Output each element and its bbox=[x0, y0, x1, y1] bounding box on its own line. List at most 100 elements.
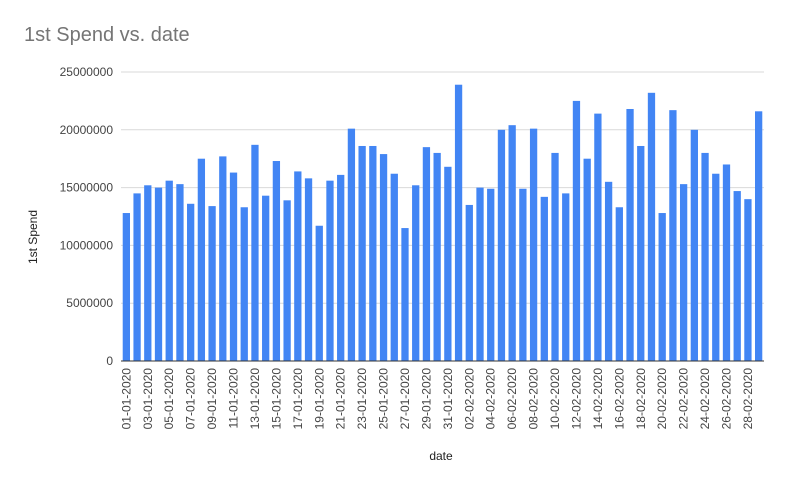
bar-17-01-2020 bbox=[294, 171, 302, 361]
bar-07-01-2020 bbox=[187, 203, 195, 361]
bar-07-02-2020 bbox=[519, 188, 527, 361]
bar-22-01-2020 bbox=[347, 128, 356, 361]
bar-31-01-2020 bbox=[444, 166, 452, 361]
bar-05-02-2020 bbox=[497, 129, 506, 361]
bar-24-02-2020 bbox=[701, 152, 709, 361]
x-axis-ticks: 01-01-2020 03-01-2020 05-01-2020 07-01-2020… bbox=[119, 368, 755, 430]
x-tick-label: 13-01-2020 bbox=[248, 368, 262, 430]
chart-title: 1st Spend vs. date bbox=[24, 24, 190, 46]
bar-25-01-2020 bbox=[379, 154, 388, 361]
bar-03-02-2020 bbox=[476, 187, 484, 361]
bar-14-01-2020 bbox=[262, 195, 270, 361]
bar-16-01-2020 bbox=[283, 200, 291, 361]
bar-16-02-2020 bbox=[615, 207, 623, 361]
bar-25-02-2020 bbox=[712, 173, 720, 361]
x-tick-label: 16-02-2020 bbox=[612, 368, 626, 430]
bar-09-02-2020 bbox=[540, 196, 548, 361]
bar-09-01-2020 bbox=[208, 206, 216, 361]
x-tick-label: 15-01-2020 bbox=[269, 368, 283, 430]
x-tick-label: 06-02-2020 bbox=[505, 368, 519, 430]
bar-13-01-2020 bbox=[251, 144, 259, 361]
x-tick-label: 05-01-2020 bbox=[162, 368, 176, 430]
y-axis-ticks: 0 5000000 10000000 15000000 20000000 25000000 bbox=[60, 65, 114, 368]
bar-13-02-2020 bbox=[583, 158, 591, 361]
bar-30-01-2020 bbox=[433, 152, 441, 361]
x-tick-label: 26-02-2020 bbox=[719, 368, 733, 430]
bar-04-02-2020 bbox=[487, 188, 495, 361]
bar-15-02-2020 bbox=[604, 181, 613, 361]
y-tick-label: 15000000 bbox=[60, 181, 114, 195]
bar-11-02-2020 bbox=[562, 193, 570, 361]
bar-22-02-2020 bbox=[679, 184, 688, 361]
bar-18-01-2020 bbox=[304, 178, 313, 361]
x-tick-label: 22-02-2020 bbox=[677, 368, 691, 430]
x-tick-label: 11-01-2020 bbox=[227, 368, 241, 429]
bar-23-01-2020 bbox=[358, 145, 366, 361]
x-tick-label: 09-01-2020 bbox=[205, 368, 219, 430]
x-tick-label: 04-02-2020 bbox=[484, 368, 498, 430]
x-tick-label: 12-02-2020 bbox=[569, 368, 583, 430]
bar-10-02-2020 bbox=[551, 152, 559, 361]
bar-26-02-2020 bbox=[722, 164, 731, 361]
x-tick-label: 24-02-2020 bbox=[698, 368, 712, 430]
bar-19-01-2020 bbox=[315, 225, 323, 361]
x-tick-label: 18-02-2020 bbox=[634, 368, 648, 430]
bar-20-02-2020 bbox=[658, 213, 666, 361]
bar-24-01-2020 bbox=[369, 145, 377, 361]
bar-01-01-2020 bbox=[122, 213, 131, 361]
x-tick-label: 29-01-2020 bbox=[419, 368, 433, 430]
x-tick-label: 08-02-2020 bbox=[527, 368, 541, 430]
x-tick-label: 25-01-2020 bbox=[377, 368, 391, 430]
bar-17-02-2020 bbox=[626, 108, 634, 361]
bar-23-02-2020 bbox=[690, 129, 698, 361]
bar-06-01-2020 bbox=[176, 184, 184, 361]
bar-12-02-2020 bbox=[572, 100, 581, 362]
bar-29-02-2020 bbox=[754, 111, 763, 361]
bar-26-01-2020 bbox=[390, 173, 398, 361]
y-tick-label: 25000000 bbox=[60, 65, 114, 79]
bar-14-02-2020 bbox=[594, 113, 602, 361]
bar-27-02-2020 bbox=[733, 191, 741, 361]
bar-02-01-2020 bbox=[133, 193, 141, 361]
x-tick-label: 17-01-2020 bbox=[291, 368, 305, 430]
x-tick-label: 31-01-2020 bbox=[441, 368, 455, 430]
x-tick-label: 28-02-2020 bbox=[741, 368, 755, 430]
y-tick-label: 0 bbox=[106, 354, 113, 368]
y-tick-label: 10000000 bbox=[60, 238, 114, 252]
bar-02-02-2020 bbox=[465, 204, 473, 361]
bar-19-02-2020 bbox=[647, 92, 656, 362]
x-tick-label: 14-02-2020 bbox=[591, 368, 605, 430]
x-tick-label: 10-02-2020 bbox=[548, 368, 562, 430]
x-tick-label: 19-01-2020 bbox=[312, 368, 326, 430]
bar-28-02-2020 bbox=[744, 199, 752, 361]
y-tick-label: 5000000 bbox=[66, 296, 113, 310]
bar-08-02-2020 bbox=[529, 128, 538, 361]
bar-10-01-2020 bbox=[219, 156, 227, 361]
bar-28-01-2020 bbox=[412, 185, 420, 361]
x-tick-label: 02-02-2020 bbox=[462, 368, 476, 430]
y-tick-label: 20000000 bbox=[60, 123, 114, 137]
x-tick-label: 27-01-2020 bbox=[398, 368, 412, 430]
x-axis-label: date bbox=[429, 449, 453, 463]
x-tick-label: 20-02-2020 bbox=[655, 368, 669, 430]
bar-11-01-2020 bbox=[229, 172, 238, 361]
bar-05-01-2020 bbox=[165, 180, 173, 361]
x-tick-label: 01-01-2020 bbox=[119, 368, 133, 430]
bar-18-02-2020 bbox=[637, 145, 645, 361]
bar-27-01-2020 bbox=[401, 228, 409, 361]
x-tick-label: 23-01-2020 bbox=[355, 368, 369, 430]
bar-21-02-2020 bbox=[669, 110, 677, 361]
bar-04-01-2020 bbox=[154, 187, 163, 361]
bar-29-01-2020 bbox=[422, 147, 431, 361]
bar-20-01-2020 bbox=[326, 180, 334, 361]
bar-08-01-2020 bbox=[197, 158, 206, 361]
bars bbox=[122, 84, 763, 362]
bar-01-02-2020 bbox=[454, 84, 463, 361]
gridlines bbox=[121, 71, 764, 304]
bar-15-01-2020 bbox=[272, 161, 281, 361]
bar-06-02-2020 bbox=[508, 125, 516, 362]
x-tick-label: 03-01-2020 bbox=[141, 368, 155, 430]
bar-12-01-2020 bbox=[240, 207, 248, 361]
